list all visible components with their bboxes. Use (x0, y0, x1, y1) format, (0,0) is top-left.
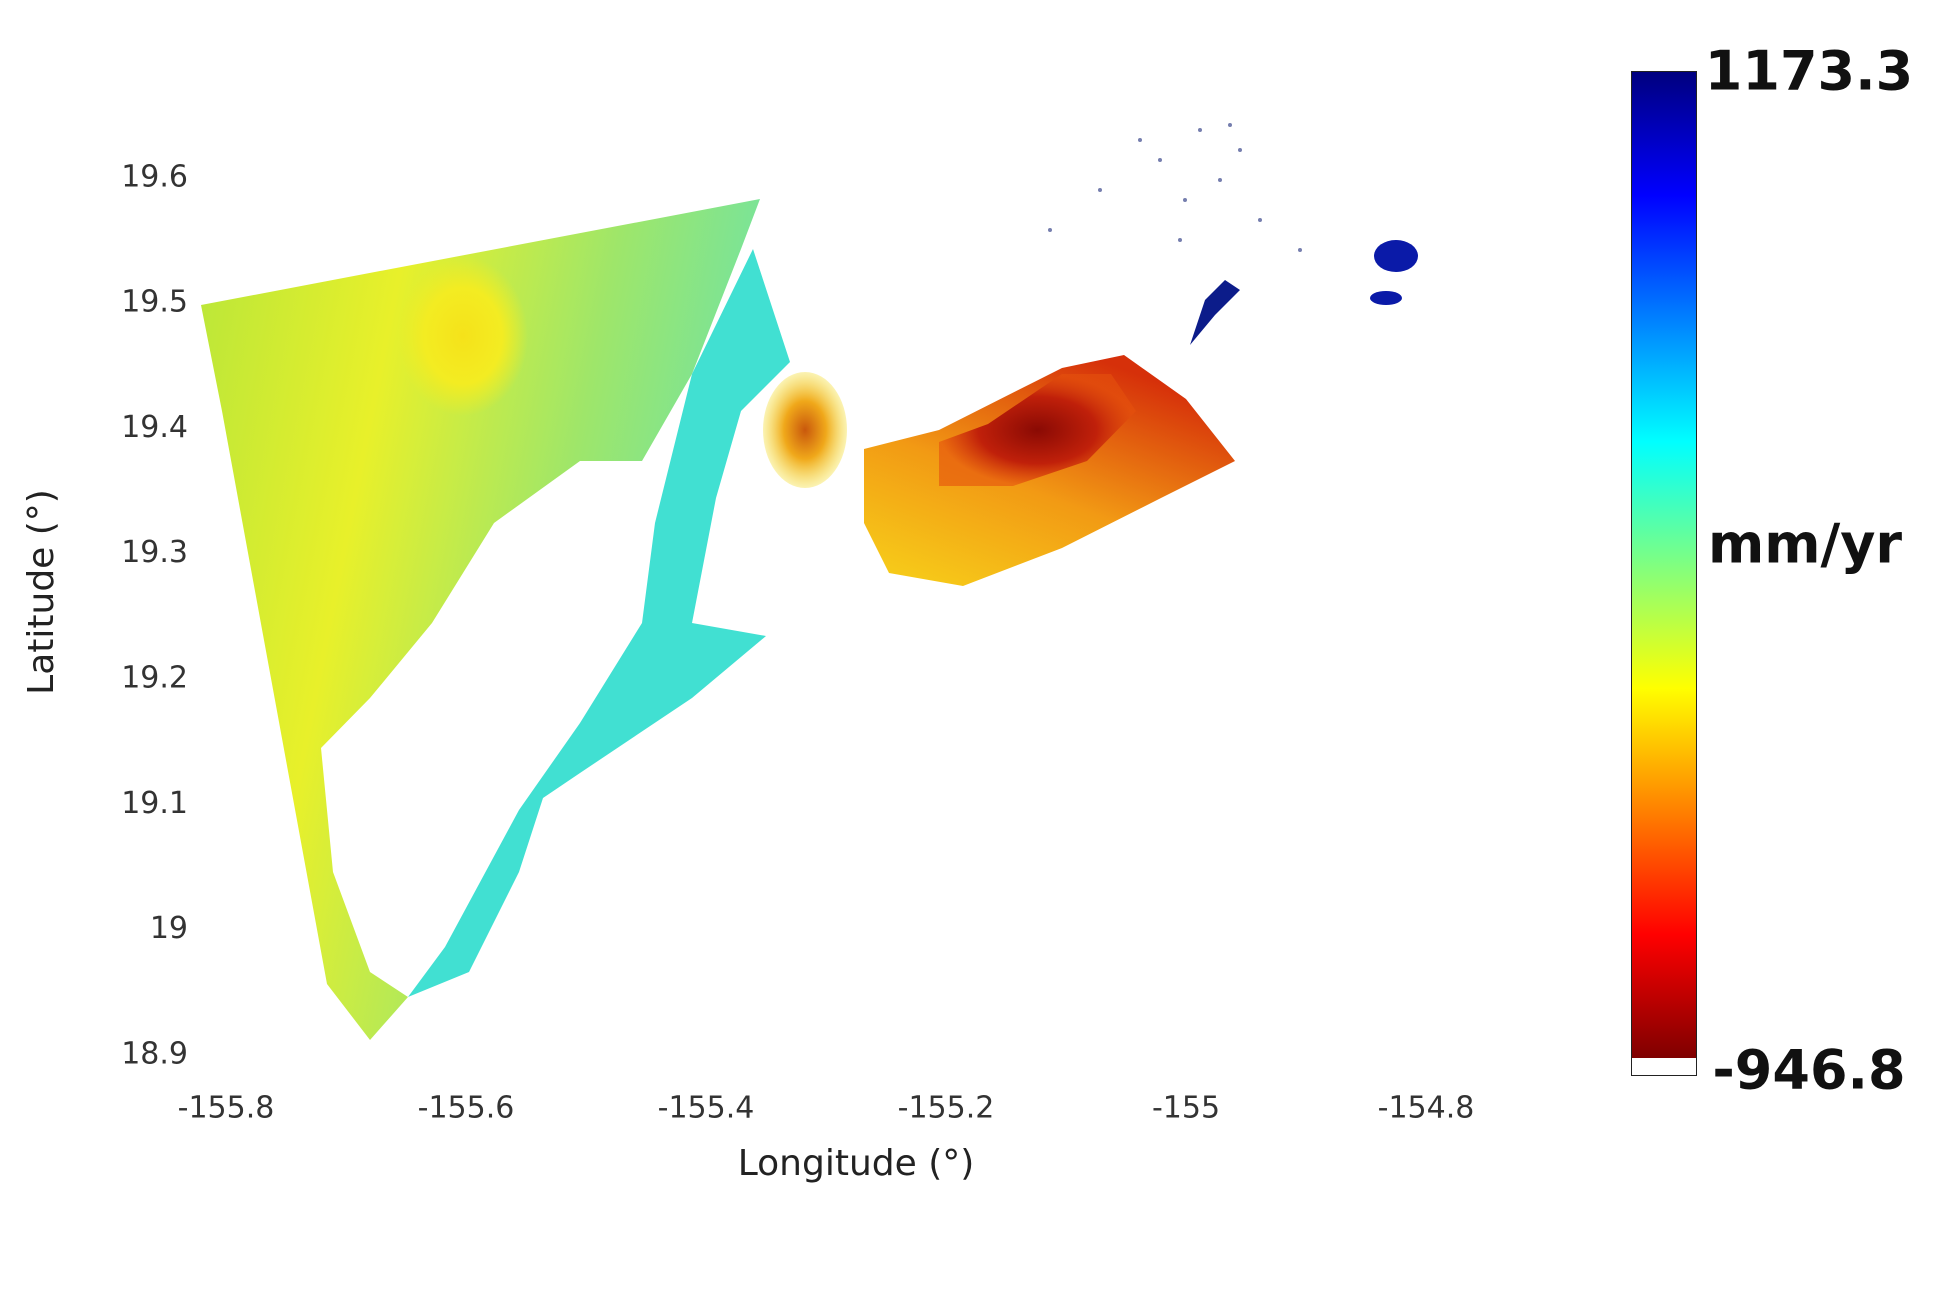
x-tick-label: -155.2 (898, 1091, 995, 1126)
colorbar-label: mm/yr (1708, 513, 1902, 576)
y-tick-label: 19.4 (121, 410, 188, 445)
x-tick-label: -155.6 (418, 1091, 515, 1126)
y-tick-label: 19 (150, 911, 188, 946)
x-axis-label: Longitude (°) (738, 1143, 975, 1184)
y-tick-label: 19.2 (121, 661, 188, 696)
colorbar-min-label: -946.8 (1712, 1039, 1905, 1102)
x-tick-label: -155 (1152, 1091, 1220, 1126)
pit-crater (763, 372, 847, 488)
map-image (201, 123, 1418, 1040)
coastal-band (408, 249, 790, 997)
uplift-blob (398, 256, 528, 416)
y-tick-label: 19.5 (121, 285, 188, 320)
y-axis-label: Latitude (°) (21, 489, 62, 695)
colorbar-under (1632, 1058, 1696, 1075)
y-tick-label: 19.3 (121, 535, 188, 570)
blue-patch (1374, 240, 1418, 272)
colorbar-max-label: 1173.3 (1705, 40, 1913, 103)
y-tick-label: 19.1 (121, 786, 188, 821)
west-region (201, 199, 760, 1040)
sparse-points (1048, 123, 1302, 252)
blue-streak (1190, 280, 1240, 345)
rift-core (939, 374, 1136, 486)
x-tick-label: -155.4 (658, 1091, 755, 1126)
blue-patch (1370, 291, 1402, 305)
x-tick-label: -155.8 (178, 1091, 275, 1126)
y-tick-label: 19.6 (121, 159, 188, 194)
x-tick-label: -154.8 (1378, 1091, 1475, 1126)
colorbar (1632, 72, 1696, 1058)
y-tick-label: 18.9 (121, 1036, 188, 1071)
